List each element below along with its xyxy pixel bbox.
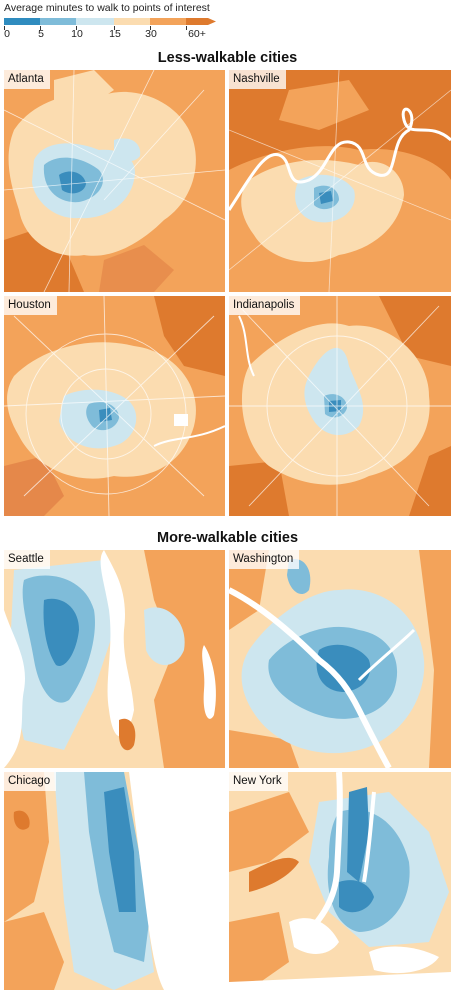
legend-tick-60 [186,26,187,30]
seattle-orange-patch [119,718,136,751]
atlanta-roads [4,70,225,292]
map-panel-houston: Houston [4,296,225,516]
map-panel-indianapolis: Indianapolis [229,296,451,516]
city-label-seattle: Seattle [4,550,50,569]
chicago-map [4,772,225,990]
houston-dark-zone [154,296,225,376]
indianapolis-river [238,315,255,377]
manhattan-core [347,787,369,882]
nashville-roads [229,70,451,292]
atlanta-lightblue-north [114,138,141,162]
map-panel-new-york: New York [229,772,451,990]
legend-tick-10 [76,26,77,30]
new-york-dark-strip [249,857,299,892]
map-panel-atlanta: Atlanta [4,70,225,292]
indianapolis-map [229,296,451,516]
jamaica-bay [369,946,439,974]
new-york-orange-northwest [229,792,309,872]
city-label-indianapolis: Indianapolis [229,296,301,315]
east-river [362,791,376,883]
atlanta-peach-lobe [54,70,114,110]
legend-label-10: 10 [71,28,83,40]
seattle-map [4,550,225,768]
city-label-chicago: Chicago [4,772,57,791]
seattle-orange-east [144,550,225,768]
indianapolis-lightblue-zone [304,347,364,436]
map-panel-seattle: Seattle [4,550,225,768]
washington-blue-core [316,644,371,692]
nashville-river [229,107,451,211]
legend-title: Average minutes to walk to points of int… [4,2,210,14]
potomac-river [229,587,392,768]
legend-label-15: 15 [109,28,121,40]
houston-blue-core [99,408,112,422]
city-label-washington: Washington [229,550,300,569]
houston-map [4,296,225,516]
new-york-map [229,772,451,990]
chicago-orange-southwest [4,912,64,990]
brooklyn-core [339,880,374,913]
houston-reservoir [174,414,188,426]
new-york-atlantic [229,972,451,990]
seattle-blue-core [43,598,79,666]
map-panel-chicago: Chicago [4,772,225,990]
city-label-atlanta: Atlanta [4,70,50,89]
legend-label-30: 30 [145,28,157,40]
atlanta-map [4,70,225,292]
legend-arrow [186,18,216,25]
chicago-orange-west [4,772,49,922]
houston-bayou [153,425,225,447]
nashville-map [229,70,451,292]
indianapolis-roads [229,296,451,516]
legend-swatch-5-10 [40,18,76,25]
city-label-new-york: New York [229,772,288,791]
legend-swatch-15-30 [114,18,150,25]
lake-michigan [129,772,225,990]
lake-washington [100,550,134,737]
legend-tick-30 [150,26,151,30]
chicago-blue-core [104,787,136,912]
map-panel-nashville: Nashville [229,70,451,292]
nashville-orange-north [279,80,369,130]
indianapolis-dark-zone-3 [409,446,451,516]
anacostia-river [357,628,416,682]
indianapolis-dark-zone-2 [229,461,289,516]
legend-label-5: 5 [38,28,44,40]
seattle-lightblue-east [144,607,185,665]
section-title-less-walkable: Less-walkable cities [157,50,298,66]
atlanta-dark-zone-2 [99,245,174,292]
lake-sammamish [202,645,216,719]
washington-orange-east [419,550,451,768]
puget-sound [4,610,25,768]
legend-label-0: 0 [4,28,10,40]
legend-color-bar [4,18,216,25]
new-york-harbor [289,918,339,954]
map-panel-washington: Washington [229,550,451,768]
legend-tick-5 [40,26,41,30]
legend-swatch-10-15 [76,18,114,25]
city-label-houston: Houston [4,296,57,315]
city-label-nashville: Nashville [229,70,286,89]
legend-tick-15 [114,26,115,30]
legend-swatch-0-5 [4,18,40,25]
washington-orange-south [229,730,299,768]
houston-roads [4,296,225,516]
washington-map [229,550,451,768]
staten-island-orange [229,912,289,990]
chicago-dark-spot [13,810,30,830]
legend-swatch-30-60 [150,18,186,25]
section-title-more-walkable: More-walkable cities [156,530,299,546]
atlanta-blue-core [59,171,86,194]
legend-label-60: 60+ [188,28,206,40]
legend: Average minutes to walk to points of int… [4,2,216,40]
legend-tick-0 [4,26,5,30]
